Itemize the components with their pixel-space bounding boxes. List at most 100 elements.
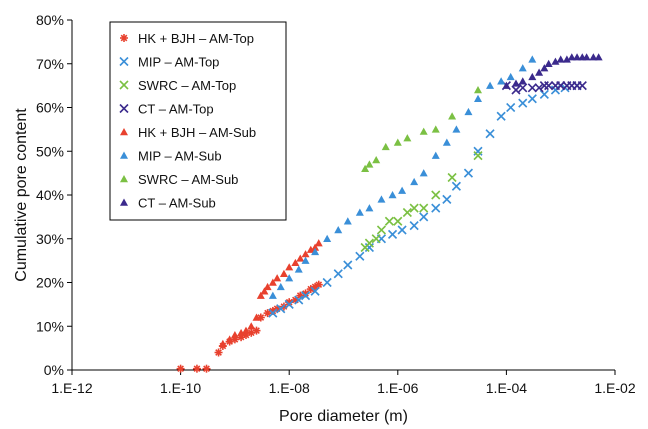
data-point: [311, 243, 320, 251]
legend-label: HK + BJH – AM-Sub: [138, 125, 256, 140]
y-tick-label: 0%: [44, 362, 64, 378]
data-point: [294, 295, 304, 305]
data-point: [218, 339, 227, 347]
data-point: [506, 72, 515, 81]
data-point: [511, 85, 521, 95]
data-point: [582, 53, 591, 61]
legend-marker: [119, 80, 129, 90]
legend-marker: [120, 198, 128, 206]
data-point: [376, 225, 387, 235]
legend-marker: [120, 151, 128, 159]
data-point: [527, 83, 537, 93]
data-point: [518, 64, 527, 72]
y-axis-ticks: 0% 10% 20% 30% 40% 50% 60% 70% 80%: [36, 12, 72, 378]
data-point: [214, 348, 223, 357]
data-point: [518, 98, 528, 108]
data-point: [419, 212, 429, 222]
data-point: [442, 194, 452, 204]
data-point: [237, 328, 246, 337]
x-tick-label: 1.E-02: [594, 380, 635, 396]
x-axis-title: Pore diameter (m): [279, 408, 408, 425]
legend-label: CT – AM-Top: [138, 102, 214, 117]
data-point: [397, 225, 407, 235]
data-point: [448, 112, 457, 120]
data-point: [260, 287, 269, 295]
data-point: [447, 172, 457, 183]
data-point: [285, 263, 294, 271]
x-tick-label: 1.E-04: [486, 380, 527, 396]
data-point: [393, 138, 402, 146]
data-point: [594, 53, 603, 61]
y-tick-label: 80%: [36, 12, 64, 28]
x-axis-ticks: 1.E-12 1.E-10 1.E-08 1.E-06 1.E-04 1.E-02: [51, 370, 636, 396]
legend-marker: [120, 175, 128, 183]
data-point: [301, 256, 310, 264]
data-point: [485, 129, 495, 139]
data-point: [511, 79, 520, 87]
legend-marker: [119, 56, 129, 67]
data-point: [263, 282, 272, 291]
data-point: [518, 77, 527, 85]
legend: HK + BJH – AM-Top MIP – AM-Top SWRC – AM-T…: [109, 21, 287, 221]
series-3: [501, 81, 587, 95]
data-point: [284, 299, 294, 309]
data-point: [551, 57, 560, 65]
legend-label: MIP – AM-Sub: [138, 149, 222, 164]
data-point: [268, 291, 277, 299]
data-point: [431, 203, 441, 213]
data-point: [291, 258, 300, 267]
data-point: [544, 81, 554, 91]
data-point: [567, 53, 576, 61]
data-point: [176, 364, 185, 373]
data-point: [474, 86, 483, 94]
data-point: [474, 94, 483, 102]
data-point: [377, 195, 386, 203]
data-point: [192, 364, 201, 373]
data-point: [502, 81, 511, 89]
data-point: [431, 190, 441, 200]
data-point: [276, 304, 286, 314]
data-point: [285, 274, 294, 282]
data-point: [562, 55, 571, 63]
x-tick-label: 1.E-06: [377, 380, 418, 396]
data-point: [241, 326, 250, 334]
data-point: [464, 107, 473, 116]
data-marks: [176, 53, 603, 373]
data-point: [364, 238, 374, 248]
data-point: [310, 286, 320, 296]
y-tick-label: 30%: [36, 231, 64, 247]
data-point: [402, 207, 412, 218]
data-point: [314, 239, 323, 247]
legend-label: SWRC – AM-Top: [138, 78, 236, 93]
x-tick-label: 1.E-08: [269, 380, 310, 396]
data-point: [364, 242, 374, 253]
y-axis-title: Cumulative pore content: [13, 108, 30, 282]
data-point: [431, 125, 440, 133]
data-point: [410, 177, 419, 186]
x-tick-label: 1.E-10: [160, 380, 201, 396]
y-tick-label: 50%: [36, 143, 64, 159]
data-point: [279, 269, 288, 277]
series-7: [502, 53, 603, 89]
series-6: [361, 86, 483, 172]
data-point: [296, 254, 305, 262]
series-5: [268, 55, 537, 299]
data-point: [451, 181, 461, 191]
legend-label: MIP – AM-Top: [138, 55, 219, 70]
series-1: [268, 81, 582, 318]
data-point: [589, 53, 598, 61]
data-point: [294, 265, 303, 273]
data-point: [334, 226, 343, 234]
legend-marker: [119, 103, 129, 114]
data-point: [506, 102, 516, 113]
data-point: [365, 204, 374, 212]
data-point: [528, 55, 537, 63]
data-point: [496, 111, 506, 121]
data-point: [409, 203, 419, 213]
data-point: [540, 64, 549, 72]
data-point: [486, 81, 495, 89]
legend-box: [109, 21, 287, 221]
data-point: [535, 68, 544, 76]
series-2: [360, 151, 483, 253]
y-tick-label: 20%: [36, 275, 64, 291]
